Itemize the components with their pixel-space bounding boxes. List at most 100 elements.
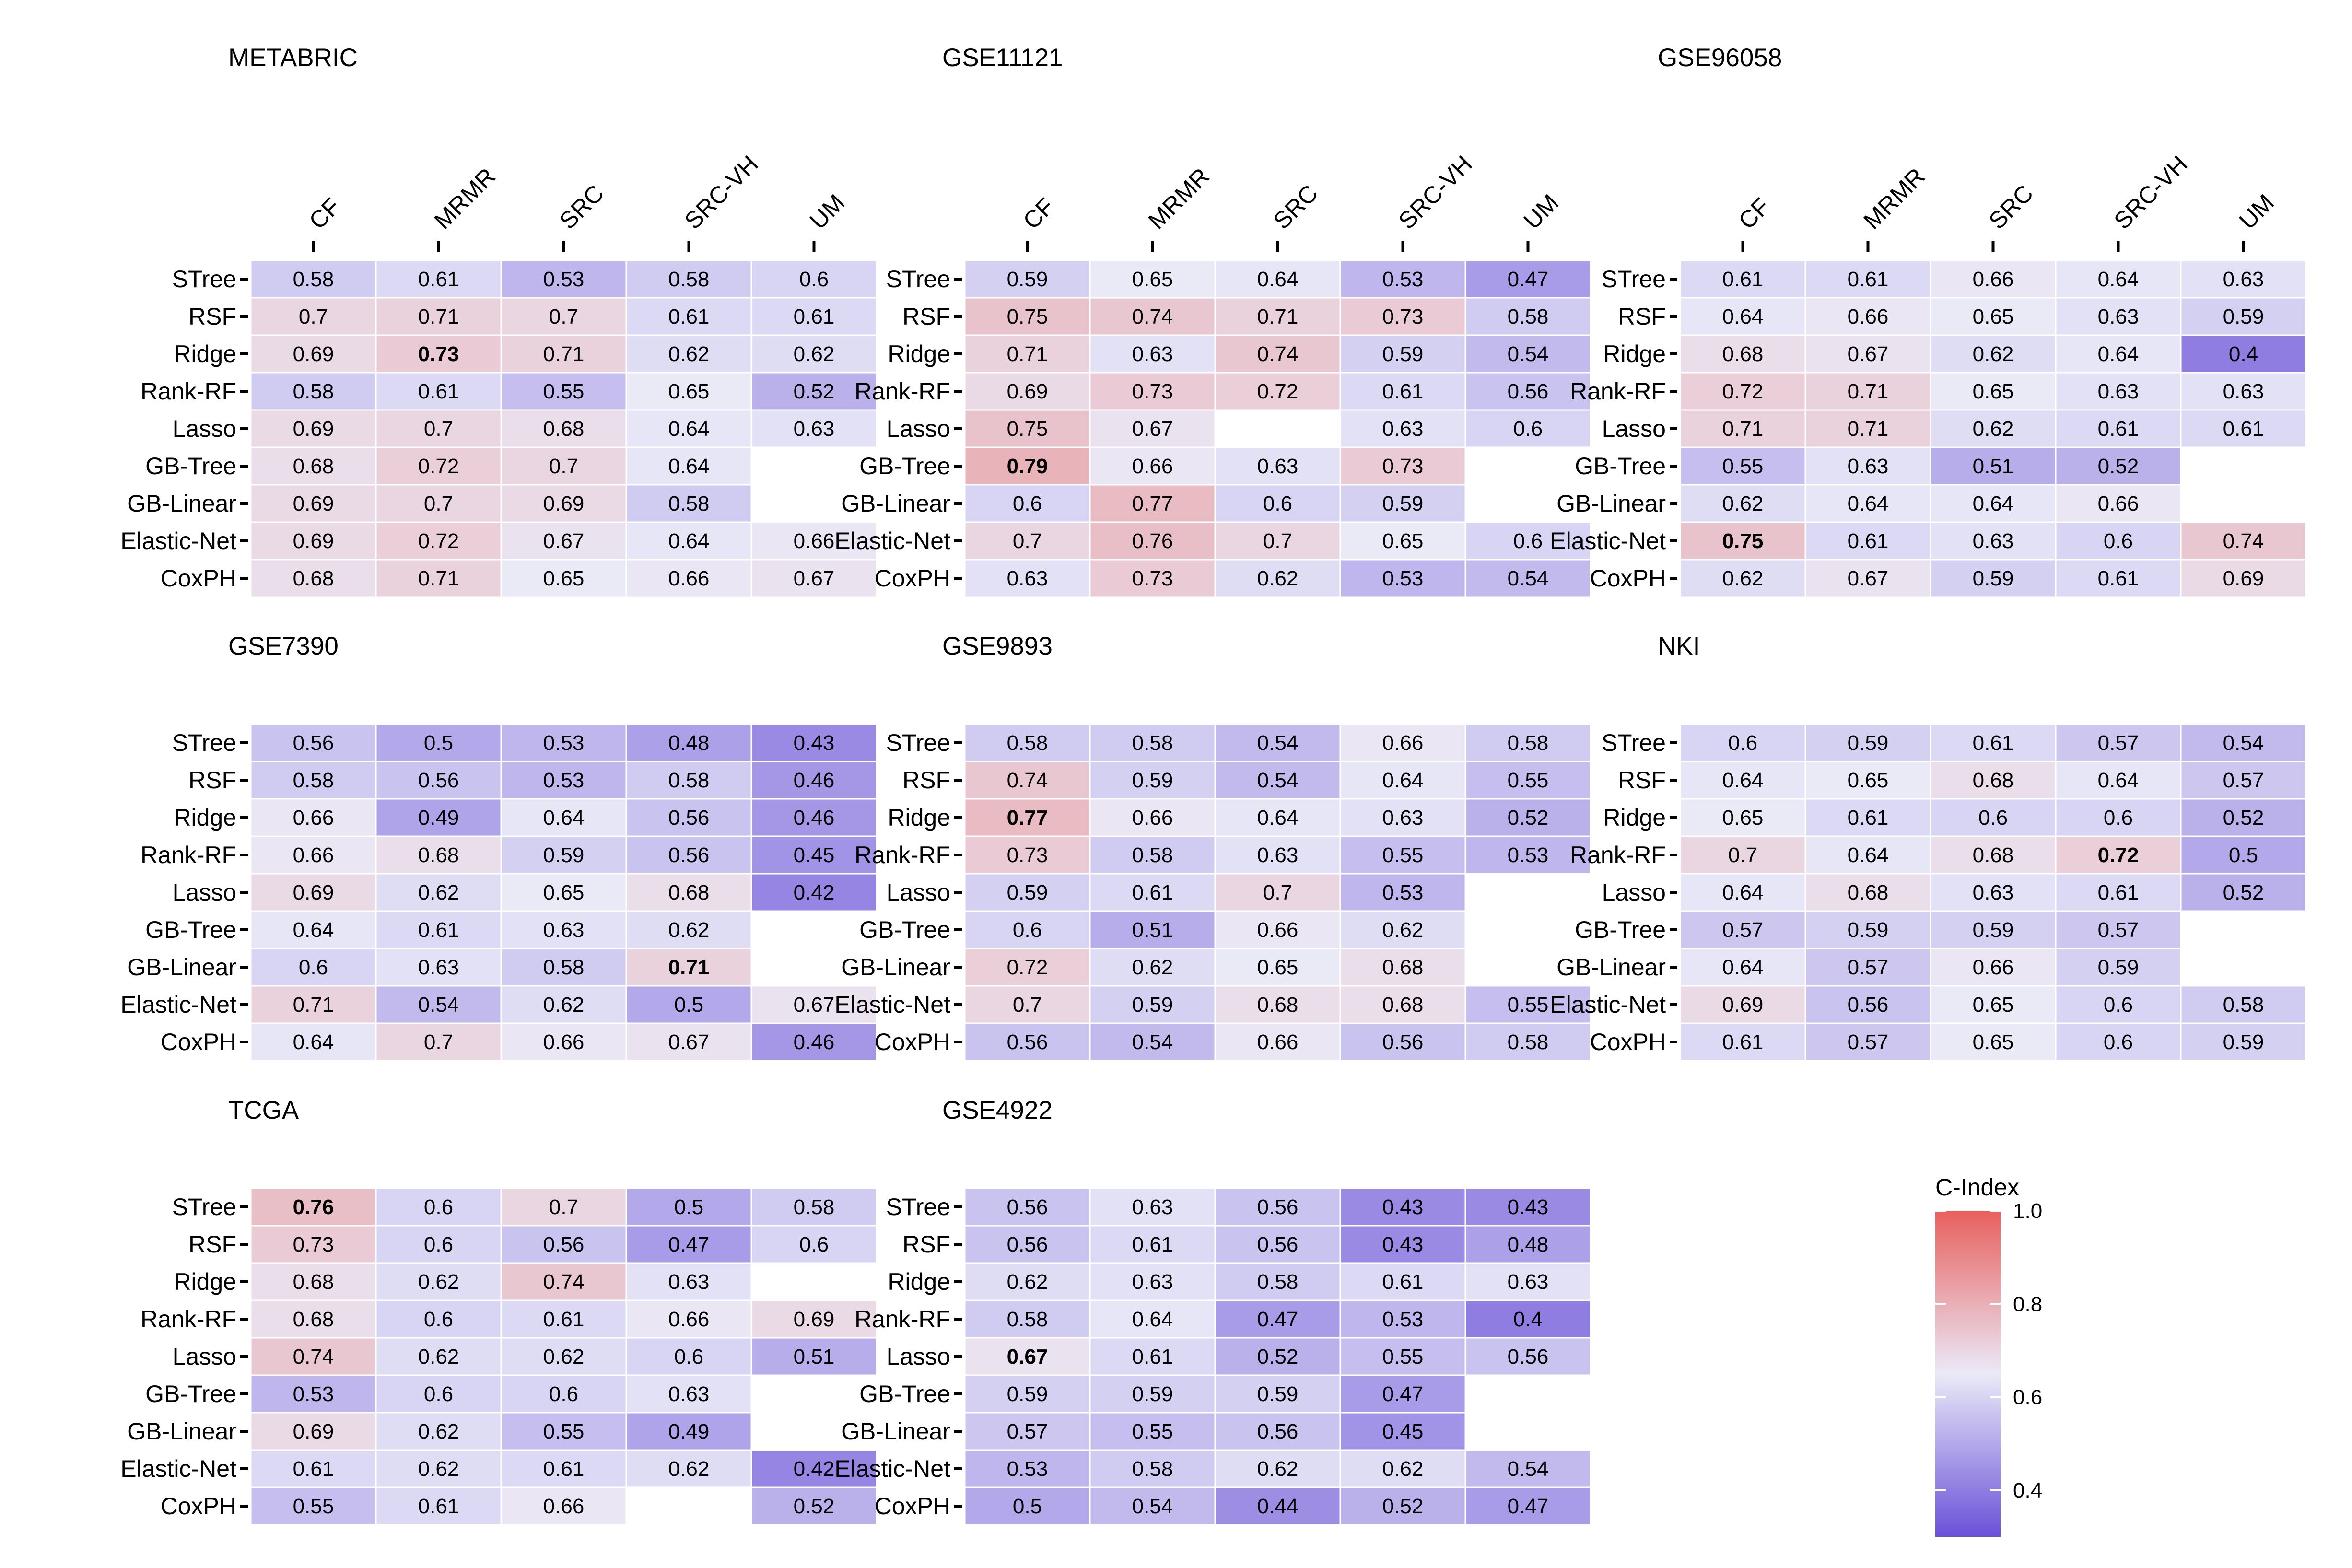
row-label: STree [172, 266, 236, 293]
cell-value: 0.6 [799, 1233, 829, 1256]
panel-title: TCGA [228, 1096, 299, 1124]
heatmap-cell [1089, 559, 1216, 598]
legend-title: C-Index [1935, 1174, 2019, 1201]
cell-value: 0.63 [794, 417, 835, 441]
cell-value: 0.68 [1382, 956, 1424, 979]
cell-value: 0.7 [1263, 881, 1292, 904]
row-label: RSF [1618, 303, 1666, 330]
cell-value: 0.67 [1848, 567, 1889, 590]
heatmap-cell [375, 1486, 502, 1526]
heatmap-cell [1804, 873, 1931, 912]
cell-value: 0.63 [1257, 455, 1299, 478]
heatmap-cell [1930, 1022, 2057, 1062]
cell-value: 0.64 [1382, 769, 1424, 792]
cell-value: 0.64 [1722, 305, 1764, 328]
heatmap-cell [750, 409, 878, 448]
cell-value: 0.64 [668, 529, 710, 553]
cell-value: 0.48 [668, 731, 710, 755]
heatmap-cell [375, 409, 502, 448]
heatmap-cell [625, 985, 752, 1024]
cell-value: 0.54 [1257, 769, 1299, 792]
cell-value: 0.47 [1382, 1382, 1424, 1406]
cell-value: 0.58 [1007, 1308, 1048, 1331]
cell-value: 0.57 [1848, 1030, 1889, 1054]
heatmap-cell [1339, 1486, 1466, 1526]
cell-value: 0.61 [1973, 731, 2014, 755]
heatmap-cell [375, 910, 502, 949]
cell-value: 0.64 [1973, 492, 2014, 515]
heatmap-cell [500, 446, 627, 486]
heatmap-cell [375, 521, 502, 561]
cell-value: 0.47 [1257, 1308, 1299, 1331]
heatmap-cell [1089, 798, 1216, 837]
cell-value: 0.64 [1722, 769, 1764, 792]
row-label: Rank-RF [140, 1306, 236, 1333]
cell-value: 0.74 [543, 1270, 585, 1294]
heatmap-cell [2055, 559, 2182, 598]
row-label: RSF [1618, 767, 1666, 794]
heatmap-cell [1464, 409, 1591, 448]
row-label: Elastic-Net [834, 527, 950, 554]
cell-value: 0.54 [1508, 567, 1549, 590]
cell-value: 0.54 [1132, 1495, 1173, 1518]
cell-value: 0.56 [1007, 1233, 1048, 1256]
cell-value: 0.67 [668, 1030, 710, 1054]
cell-value: 0.68 [293, 1308, 334, 1331]
cell-value: 0.7 [424, 492, 453, 515]
cell-value: 0.73 [418, 342, 459, 366]
heatmap-cell [1804, 948, 1931, 987]
cell-value: 0.58 [543, 956, 585, 979]
cell-value: 0.65 [1132, 268, 1173, 291]
cell-value: 0.54 [1257, 731, 1299, 755]
cell-value: 0.59 [1257, 1382, 1299, 1406]
cell-value: 0.75 [1007, 417, 1048, 441]
heatmap-cell [964, 873, 1091, 912]
row-label: Ridge [888, 1268, 950, 1295]
cell-value: 0.63 [668, 1270, 710, 1294]
cell-value: 0.72 [418, 529, 459, 553]
heatmap-cell [1214, 798, 1341, 837]
cell-value: 0.61 [1132, 881, 1173, 904]
heatmap-cell [1464, 835, 1591, 875]
cell-value: 0.62 [418, 1345, 459, 1369]
heatmap-cell [1930, 297, 2057, 336]
cell-value: 0.64 [2098, 268, 2139, 291]
heatmap-cell [250, 1337, 377, 1376]
cell-value: 0.73 [1007, 843, 1048, 867]
heatmap-cell [1214, 985, 1341, 1024]
cell-value: 0.63 [1508, 1270, 1549, 1294]
cell-value: 0.59 [2223, 305, 2264, 328]
heatmap-cell [250, 1412, 377, 1451]
cell-value: 0.46 [794, 806, 835, 830]
cell-value: 0.61 [293, 1457, 334, 1481]
cell-value: 0.69 [543, 492, 585, 515]
heatmap-cell [250, 1022, 377, 1062]
cell-value: 0.65 [1382, 529, 1424, 553]
cell-value: 0.7 [1013, 529, 1042, 553]
cell-value: 0.63 [1848, 455, 1889, 478]
cell-value: 0.71 [1848, 380, 1889, 403]
heatmap-cell [250, 1299, 377, 1339]
cell-value: 0.75 [1007, 305, 1048, 328]
cell-value: 0.58 [794, 1195, 835, 1219]
cell-value: 0.58 [1257, 1270, 1299, 1294]
cell-value: 0.64 [2098, 342, 2139, 366]
heatmap-cell [250, 372, 377, 411]
heatmap-cell [2180, 372, 2307, 411]
cell-value: 0.62 [1257, 1457, 1299, 1481]
heatmap-cell [1464, 798, 1591, 837]
row-label: GB-Tree [145, 916, 236, 943]
cell-value: 0.67 [1007, 1345, 1048, 1369]
cell-value: 0.6 [2104, 529, 2133, 553]
cell-value: 0.61 [1848, 268, 1889, 291]
cell-value: 0.7 [299, 305, 328, 328]
cell-value: 0.66 [1132, 455, 1173, 478]
heatmap-cell [1804, 372, 1931, 411]
cell-value: 0.59 [2098, 956, 2139, 979]
row-label: Ridge [174, 340, 236, 367]
heatmap-cell [1464, 372, 1591, 411]
cell-value: 0.54 [1508, 1457, 1549, 1481]
cell-value: 0.46 [794, 1030, 835, 1054]
cell-value: 0.51 [794, 1345, 835, 1369]
